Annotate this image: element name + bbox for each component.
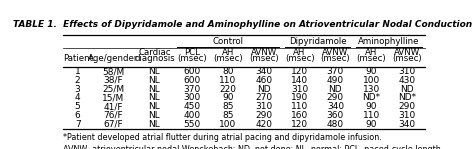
Text: 600: 600	[184, 76, 201, 85]
Text: 270: 270	[255, 93, 273, 102]
Text: 4: 4	[75, 93, 81, 102]
Text: Cardiac: Cardiac	[138, 48, 171, 57]
Text: diagnosis: diagnosis	[134, 54, 175, 63]
Text: 25/M: 25/M	[102, 85, 125, 94]
Text: ND*: ND*	[362, 93, 380, 102]
Text: Patient: Patient	[63, 54, 92, 63]
Text: 550: 550	[184, 120, 201, 129]
Text: 190: 190	[291, 93, 308, 102]
Text: AH: AH	[365, 48, 377, 57]
Text: 41/F: 41/F	[104, 102, 123, 111]
Text: Dipyridamole: Dipyridamole	[289, 37, 346, 46]
Text: 120: 120	[291, 67, 308, 76]
Text: 290: 290	[327, 93, 344, 102]
Text: 3: 3	[75, 85, 81, 94]
Text: NL: NL	[148, 93, 160, 102]
Text: 430: 430	[398, 76, 415, 85]
Text: 140: 140	[291, 76, 308, 85]
Text: 1: 1	[75, 67, 81, 76]
Text: 290: 290	[255, 111, 273, 120]
Text: AH: AH	[293, 48, 306, 57]
Text: 2: 2	[75, 76, 81, 85]
Text: 90: 90	[365, 67, 377, 76]
Text: TABLE 1.  Effects of Dipyridamole and Aminophylline on Atrioventricular Nodal Co: TABLE 1. Effects of Dipyridamole and Ami…	[13, 20, 473, 29]
Text: AVNW: AVNW	[322, 48, 348, 57]
Text: 460: 460	[255, 76, 273, 85]
Text: 120: 120	[291, 120, 308, 129]
Text: 400: 400	[184, 111, 201, 120]
Text: ND: ND	[328, 85, 342, 94]
Text: 130: 130	[363, 85, 380, 94]
Text: NL: NL	[148, 67, 160, 76]
Text: 76/F: 76/F	[104, 111, 123, 120]
Text: 110: 110	[219, 76, 237, 85]
Text: 7: 7	[75, 120, 81, 129]
Text: NL: NL	[148, 111, 160, 120]
Text: Control: Control	[212, 37, 244, 46]
Text: 480: 480	[327, 120, 344, 129]
Text: NL: NL	[148, 85, 160, 94]
Text: Age/gender: Age/gender	[88, 54, 138, 63]
Text: 90: 90	[365, 102, 377, 111]
Text: 220: 220	[219, 85, 237, 94]
Text: 310: 310	[255, 102, 273, 111]
Text: 310: 310	[291, 85, 308, 94]
Text: (msec): (msec)	[285, 54, 314, 63]
Text: 420: 420	[255, 120, 273, 129]
Text: 90: 90	[365, 120, 377, 129]
Text: 58/M: 58/M	[102, 67, 125, 76]
Text: 300: 300	[184, 93, 201, 102]
Text: AVNW: AVNW	[251, 48, 277, 57]
Text: 100: 100	[363, 76, 380, 85]
Text: (msec): (msec)	[392, 54, 422, 63]
Text: (msec): (msec)	[249, 54, 279, 63]
Text: AVNW, atrioventricular nodal Wenckebach; ND, not done; NL, normal; PCL, paced-cy: AVNW, atrioventricular nodal Wenckebach;…	[63, 145, 443, 149]
Text: Aminophylline: Aminophylline	[358, 37, 420, 46]
Text: PCL: PCL	[184, 48, 200, 57]
Text: (msec): (msec)	[356, 54, 386, 63]
Text: *Patient developed atrial flutter during atrial pacing and dipyridamole infusion: *Patient developed atrial flutter during…	[63, 133, 382, 142]
Text: AH: AH	[222, 48, 234, 57]
Text: ND*: ND*	[398, 93, 416, 102]
Text: 85: 85	[222, 111, 234, 120]
Text: AVNW: AVNW	[394, 48, 420, 57]
Text: 360: 360	[327, 111, 344, 120]
Text: 370: 370	[327, 67, 344, 76]
Text: ND: ND	[257, 85, 271, 94]
Text: 80: 80	[222, 67, 234, 76]
Text: 15/M: 15/M	[102, 93, 125, 102]
Text: 310: 310	[398, 111, 416, 120]
Text: 340: 340	[398, 120, 415, 129]
Text: 110: 110	[291, 102, 308, 111]
Text: 490: 490	[327, 76, 344, 85]
Text: 290: 290	[398, 102, 415, 111]
Text: NL: NL	[148, 120, 160, 129]
Text: 110: 110	[363, 111, 380, 120]
Text: NL: NL	[148, 76, 160, 85]
Text: 100: 100	[219, 120, 237, 129]
Text: 450: 450	[184, 102, 201, 111]
Text: (msec): (msec)	[320, 54, 350, 63]
Text: 160: 160	[291, 111, 308, 120]
Text: 90: 90	[222, 93, 234, 102]
Text: NL: NL	[148, 102, 160, 111]
Text: 6: 6	[75, 111, 81, 120]
Text: 340: 340	[255, 67, 273, 76]
Text: 5: 5	[75, 102, 81, 111]
Text: 370: 370	[184, 85, 201, 94]
Text: ND: ND	[400, 85, 414, 94]
Text: 38/F: 38/F	[104, 76, 123, 85]
Text: 340: 340	[327, 102, 344, 111]
Text: (msec): (msec)	[177, 54, 207, 63]
Text: 85: 85	[222, 102, 234, 111]
Text: (msec): (msec)	[213, 54, 243, 63]
Text: 600: 600	[184, 67, 201, 76]
Text: 310: 310	[398, 67, 416, 76]
Text: 67/F: 67/F	[104, 120, 123, 129]
